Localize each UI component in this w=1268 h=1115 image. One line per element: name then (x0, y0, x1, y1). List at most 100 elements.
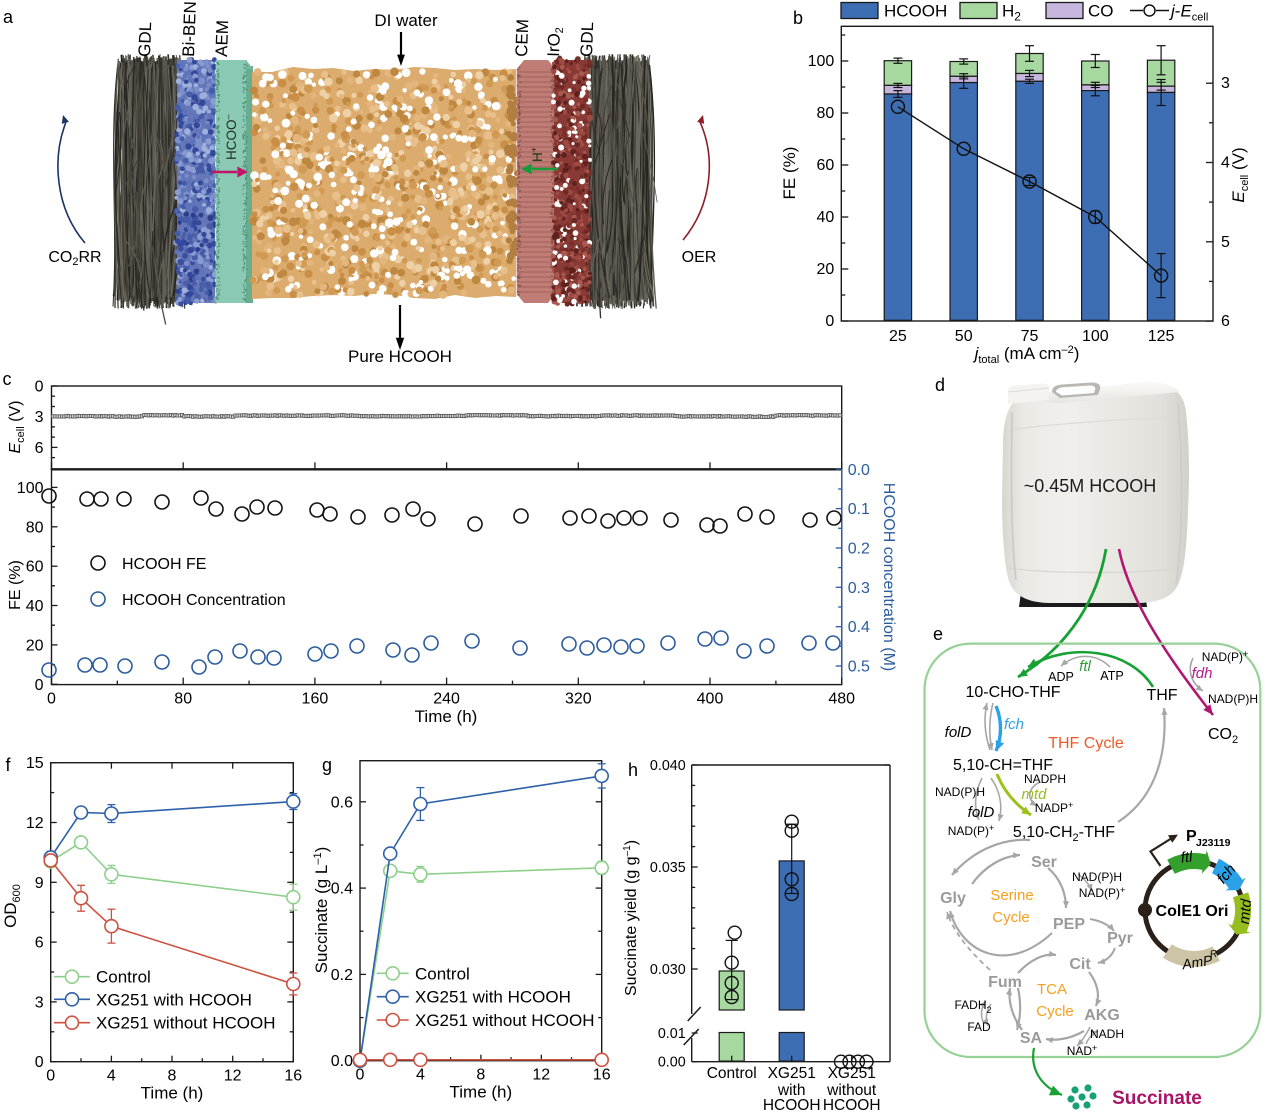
svg-text:NAD(P)H: NAD(P)H (1208, 692, 1258, 706)
svg-text:0.1: 0.1 (848, 501, 870, 518)
svg-text:Pure HCOOH: Pure HCOOH (348, 347, 452, 366)
svg-text:R: R (1209, 949, 1218, 961)
svg-text:TCA: TCA (1037, 981, 1067, 998)
svg-text:8: 8 (168, 1068, 177, 1085)
svg-text:HCOOH: HCOOH (823, 1097, 881, 1110)
svg-text:PEP: PEP (1053, 916, 1085, 933)
svg-text:fdh: fdh (1192, 665, 1213, 682)
svg-text:0: 0 (35, 677, 44, 694)
svg-text:XG251 with HCOOH: XG251 with HCOOH (415, 988, 571, 1007)
svg-text:0.5: 0.5 (848, 659, 870, 676)
svg-text:with: with (777, 1082, 806, 1099)
svg-text:FE (%): FE (%) (7, 560, 24, 610)
svg-text:Time (h): Time (h) (141, 1084, 204, 1103)
svg-text:15: 15 (26, 755, 44, 772)
svg-text:400: 400 (697, 691, 724, 708)
svg-text:5,10-CH2-THF: 5,10-CH2-THF (1013, 824, 1115, 844)
svg-text:folD: folD (945, 724, 972, 741)
svg-text:GDL: GDL (577, 22, 597, 58)
svg-text:ATP: ATP (1100, 669, 1123, 683)
svg-text:12: 12 (532, 1067, 550, 1084)
svg-text:Bi-BEN: Bi-BEN (179, 1, 200, 57)
svg-text:HCOOH FE: HCOOH FE (122, 556, 206, 573)
svg-text:NADP+: NADP+ (1035, 800, 1074, 815)
svg-text:0: 0 (46, 1068, 55, 1085)
svg-text:50: 50 (955, 328, 973, 345)
svg-text:20: 20 (817, 261, 835, 278)
svg-text:GDL: GDL (135, 22, 155, 58)
svg-text:NAD(P)+: NAD(P)+ (1202, 649, 1249, 664)
svg-text:9: 9 (35, 875, 44, 892)
svg-text:40: 40 (26, 598, 44, 615)
svg-text:Cit: Cit (1069, 956, 1091, 973)
svg-text:12: 12 (224, 1068, 242, 1085)
svg-text:Cycle: Cycle (992, 909, 1030, 926)
svg-text:NAD+: NAD+ (1067, 1043, 1098, 1058)
svg-text:16: 16 (284, 1068, 302, 1085)
svg-text:XG251 without HCOOH: XG251 without HCOOH (415, 1011, 595, 1030)
svg-text:12: 12 (26, 815, 44, 832)
svg-text:FE (%): FE (%) (780, 147, 799, 200)
svg-text:0.6: 0.6 (331, 794, 353, 811)
svg-text:ftl: ftl (1079, 658, 1091, 675)
svg-text:80: 80 (174, 691, 192, 708)
svg-text:5,10-CH=THF: 5,10-CH=THF (953, 757, 1053, 774)
svg-text:THF Cycle: THF Cycle (1048, 735, 1124, 752)
svg-text:0: 0 (47, 691, 56, 708)
svg-text:jtotal (mA cm–2): jtotal (mA cm–2) (973, 344, 1080, 366)
svg-text:0.00: 0.00 (658, 1055, 686, 1071)
svg-text:4: 4 (1221, 155, 1230, 172)
svg-text:HCOOH concentration (M): HCOOH concentration (M) (880, 483, 897, 672)
svg-text:8: 8 (476, 1067, 485, 1084)
svg-text:0.030: 0.030 (650, 962, 686, 978)
svg-text:60: 60 (26, 559, 44, 576)
svg-text:6: 6 (35, 440, 44, 457)
svg-text:NADH: NADH (1090, 1027, 1124, 1041)
svg-text:Control: Control (415, 964, 470, 983)
svg-text:XG251: XG251 (828, 1065, 876, 1082)
svg-text:without: without (826, 1082, 877, 1099)
svg-text:0.035: 0.035 (650, 860, 686, 876)
svg-text:100: 100 (808, 53, 835, 70)
svg-text:Control: Control (96, 968, 151, 987)
svg-text:25: 25 (889, 328, 907, 345)
svg-text:125: 125 (1148, 328, 1175, 345)
svg-text:0: 0 (35, 1054, 44, 1071)
svg-text:J23119: J23119 (1196, 837, 1231, 849)
svg-text:0.0: 0.0 (848, 462, 870, 479)
svg-text:320: 320 (565, 691, 592, 708)
svg-text:Ecell (V): Ecell (V) (7, 401, 27, 454)
svg-text:4: 4 (416, 1067, 425, 1084)
svg-text:Time (h): Time (h) (450, 1083, 513, 1102)
svg-text:Succinate: Succinate (1112, 1088, 1202, 1109)
svg-text:80: 80 (817, 105, 835, 122)
svg-text:6: 6 (1221, 313, 1230, 330)
svg-text:Fum: Fum (988, 974, 1022, 991)
svg-text:40: 40 (817, 209, 835, 226)
svg-text:HCOO–: HCOO– (223, 114, 239, 160)
svg-text:3: 3 (35, 994, 44, 1011)
svg-text:0.4: 0.4 (848, 619, 870, 636)
svg-text:6: 6 (35, 935, 44, 952)
svg-text:0.040: 0.040 (650, 758, 686, 774)
svg-text:THF: THF (1146, 687, 1177, 704)
svg-text:NAD(P)H: NAD(P)H (935, 785, 985, 799)
svg-text:3: 3 (35, 409, 44, 426)
svg-text:IrO2: IrO2 (544, 27, 566, 57)
svg-text:0: 0 (356, 1067, 365, 1084)
svg-text:~0.45M HCOOH: ~0.45M HCOOH (1024, 476, 1157, 496)
svg-text:480: 480 (828, 691, 855, 708)
svg-text:NAD(P)+: NAD(P)+ (948, 823, 995, 838)
svg-text:0.3: 0.3 (848, 580, 870, 597)
svg-text:Gly: Gly (940, 890, 966, 907)
svg-text:f: f (5, 755, 11, 775)
svg-text:fch: fch (1004, 716, 1024, 733)
svg-text:80: 80 (26, 519, 44, 536)
svg-text:HCOOH: HCOOH (884, 2, 947, 21)
svg-text:0.2: 0.2 (848, 540, 870, 557)
svg-text:0.01: 0.01 (658, 1026, 686, 1042)
svg-text:CO2RR: CO2RR (48, 249, 101, 268)
svg-text:0.0: 0.0 (331, 1053, 353, 1070)
svg-text:CO: CO (1088, 2, 1114, 21)
svg-text:e: e (933, 624, 943, 644)
